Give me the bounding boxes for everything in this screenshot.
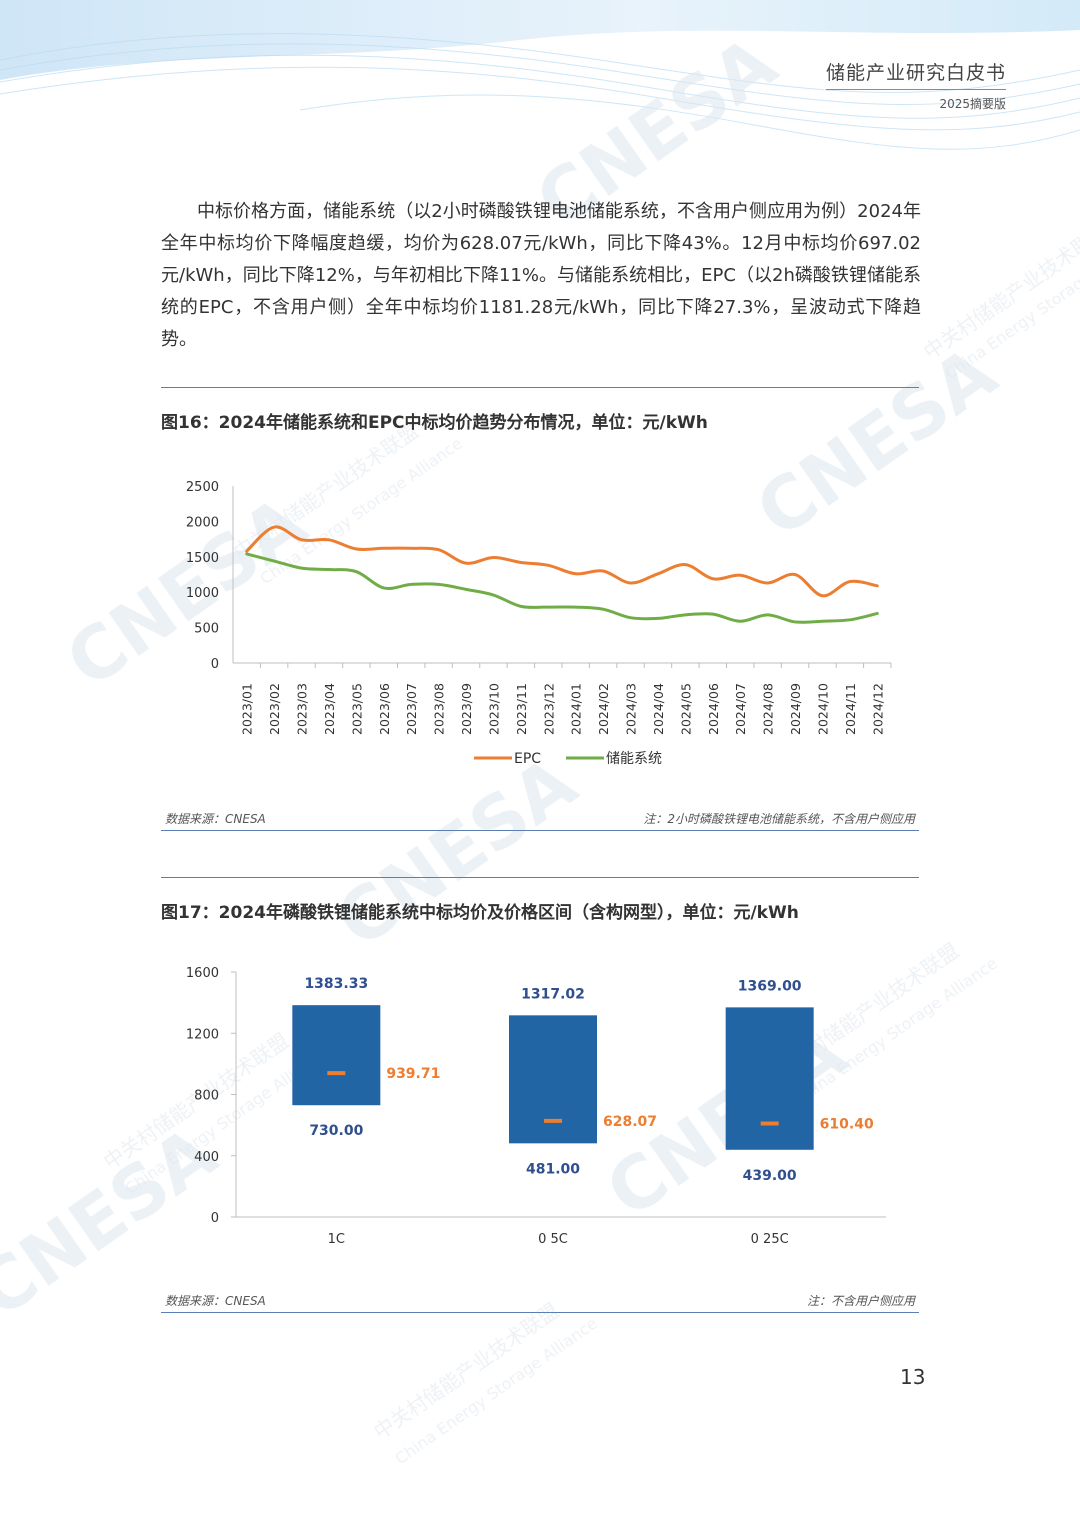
y-tick-label: 1200 — [186, 1027, 219, 1042]
y-tick-label: 500 — [194, 622, 219, 637]
figure16-bottom-rule — [161, 830, 919, 831]
figure17-note: 注：不含用户侧应用 — [806, 1294, 915, 1308]
figure17-bottom-rule — [161, 1312, 919, 1313]
figure17-title: 图17：2024年磷酸铁锂储能系统中标均价及价格区间（含构网型），单位：元/kW… — [161, 903, 799, 923]
header-wave-background — [0, 0, 1080, 150]
x-tick-label: 2023/10 — [486, 683, 501, 735]
y-tick-label: 1600 — [186, 966, 219, 981]
x-tick-label: 2024/05 — [678, 683, 693, 735]
x-tick-label: 2023/09 — [459, 683, 474, 735]
watermark-cn: 中关村储能产业技术联盟 — [919, 218, 1080, 364]
x-tick-label: 2024/08 — [761, 683, 776, 735]
figure16-line-chart: 0 500 1000 1500 2000 2500 2023/01 2023/02 2023/0… — [186, 480, 892, 767]
x-tick-label: 2024/12 — [870, 683, 885, 735]
y-tick-label: 0 — [211, 1211, 219, 1226]
x-tick-label: 2024/11 — [843, 683, 858, 735]
min-value-label: 481.00 — [526, 1161, 580, 1177]
x-tick-label: 2023/03 — [295, 683, 310, 735]
x-tick-label: 2024/09 — [788, 683, 803, 735]
x-tick-label: 2024/10 — [815, 683, 830, 735]
report-edition: 2025摘要版 — [939, 97, 1006, 111]
intro-paragraph: 中标价格方面，储能系统（以2小时磷酸铁锂电池储能系统，不含用户侧应用为例）202… — [161, 201, 921, 350]
x-tick-label: 2024/07 — [733, 683, 748, 735]
average-value-label: 939.71 — [386, 1066, 440, 1082]
max-value-label: 1383.33 — [304, 976, 368, 992]
category-label: 0 25C — [751, 1232, 789, 1247]
max-value-label: 1369.00 — [738, 978, 802, 994]
figure16-note: 注：2小时磷酸铁锂电池储能系统，不含用户侧应用 — [643, 812, 915, 826]
x-tick-label: 2023/01 — [240, 683, 255, 735]
x-tick-label: 2024/02 — [596, 683, 611, 735]
figure16-title: 图16：2024年储能系统和EPC中标均价趋势分布情况，单位：元/kWh — [161, 413, 708, 433]
x-tick-label: 2023/04 — [322, 683, 337, 735]
page-number: 13 — [900, 1365, 926, 1389]
x-tick-label: 2024/03 — [624, 683, 639, 735]
figure16-top-rule — [161, 387, 919, 388]
storage-series-line — [245, 552, 879, 624]
price-range-bar — [725, 1007, 814, 1150]
x-tick-label: 2024/06 — [706, 683, 721, 735]
page-header: 储能产业研究白皮书 2025摘要版 — [825, 58, 1006, 112]
figure17-source: 数据来源：CNESA — [165, 1294, 266, 1308]
x-tick-label: 2024/04 — [651, 683, 666, 735]
epc-series-line — [245, 525, 879, 598]
y-tick-label: 1500 — [186, 551, 219, 566]
x-tick-label: 2023/02 — [267, 683, 282, 735]
y-tick-label: 2500 — [186, 480, 219, 495]
figure16-source: 数据来源：CNESA — [165, 812, 266, 826]
figure17-top-rule — [161, 877, 919, 878]
x-tick-label: 2023/12 — [541, 683, 556, 735]
max-value-label: 1317.02 — [521, 986, 585, 1002]
figure17-range-chart: 0 400 800 1200 1600 1383.33 730.00 939.71 1C 1317… — [186, 966, 886, 1247]
min-value-label: 730.00 — [309, 1123, 363, 1139]
x-tick-label: 2023/08 — [432, 683, 447, 735]
watermark-en: China Energy Storage Alliance — [391, 1314, 601, 1469]
y-tick-label: 2000 — [186, 515, 219, 530]
x-tick-label: 2023/06 — [377, 683, 392, 735]
min-value-label: 439.00 — [743, 1168, 797, 1184]
y-tick-label: 1000 — [186, 586, 219, 601]
price-range-bar — [292, 1005, 381, 1106]
x-tick-label: 2023/07 — [404, 683, 419, 735]
average-value-label: 610.40 — [820, 1117, 874, 1133]
price-range-bar — [509, 1015, 597, 1144]
y-tick-label: 400 — [194, 1150, 219, 1165]
watermark-en: China Energy Storage Alliance — [941, 229, 1080, 384]
x-tick-label: 2023/05 — [349, 683, 364, 735]
average-value-label: 628.07 — [603, 1114, 657, 1130]
watermark-cn: 中关村储能产业技术联盟 — [369, 1298, 563, 1444]
category-label: 0 5C — [538, 1232, 568, 1247]
legend-label: 储能系统 — [606, 751, 662, 767]
y-tick-label: 0 — [211, 657, 219, 672]
category-label: 1C — [328, 1232, 345, 1247]
legend-label: EPC — [514, 751, 541, 767]
report-title: 储能产业研究白皮书 — [825, 58, 1006, 90]
x-tick-label: 2023/11 — [514, 683, 529, 735]
y-tick-label: 800 — [194, 1089, 219, 1104]
x-tick-label: 2024/01 — [569, 683, 584, 735]
